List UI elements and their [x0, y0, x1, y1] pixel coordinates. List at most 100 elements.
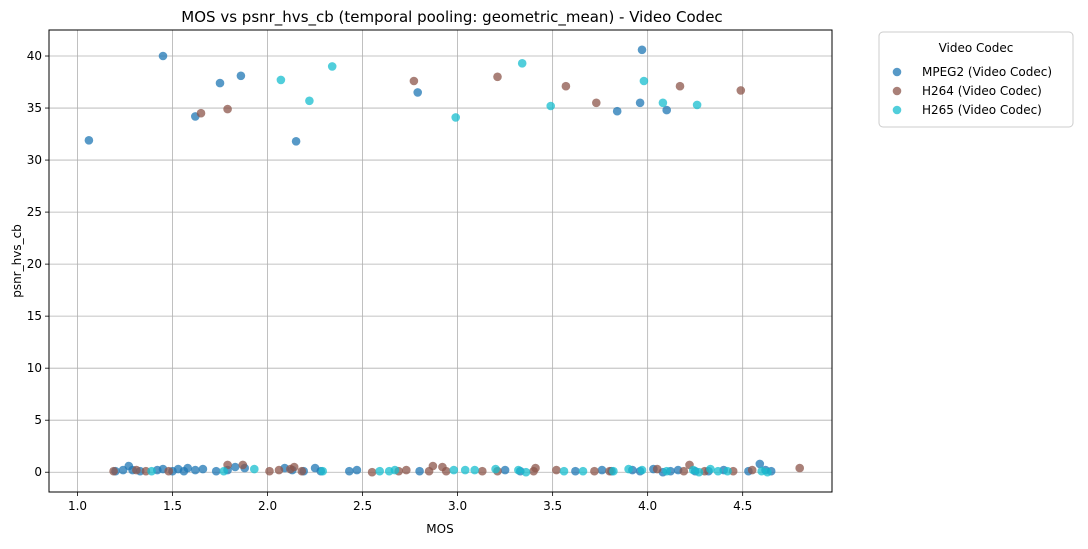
data-point: [413, 88, 423, 97]
data-point: [694, 467, 704, 477]
data-point: [590, 466, 599, 476]
data-point: [747, 465, 757, 475]
x-tick-label: 4.5: [733, 499, 752, 513]
data-point: [460, 465, 470, 475]
legend-marker: [892, 67, 902, 77]
data-point: [624, 464, 633, 474]
data-point: [679, 466, 689, 476]
data-point: [723, 466, 732, 476]
legend-marker: [892, 105, 902, 115]
data-point: [755, 459, 765, 469]
data-point: [470, 465, 480, 475]
data-point: [352, 465, 362, 475]
series-2-points: [147, 59, 772, 477]
data-point: [274, 465, 284, 475]
data-point: [223, 104, 232, 114]
data-point: [230, 462, 240, 472]
data-point: [637, 45, 647, 55]
data-point: [478, 466, 487, 476]
y-tick-label: 20: [27, 257, 42, 271]
data-point: [552, 465, 561, 475]
chart-title: MOS vs psnr_hvs_cb (temporal pooling: ge…: [181, 8, 722, 27]
legend-box: [878, 31, 1074, 128]
data-point: [662, 466, 671, 476]
data-point: [276, 75, 286, 85]
data-point: [521, 467, 531, 477]
data-point: [493, 72, 502, 82]
data-point: [238, 460, 248, 470]
data-point: [265, 466, 274, 476]
x-tick-label: 2.0: [258, 499, 277, 513]
legend-entry-label: H264 (Video Codec): [922, 84, 1042, 98]
data-point: [367, 467, 377, 477]
x-tick-label: 3.5: [543, 499, 562, 513]
plot-area: [48, 29, 833, 493]
x-tick-label: 3.0: [448, 499, 467, 513]
y-tick-label: 40: [27, 49, 42, 63]
data-point: [305, 96, 314, 106]
data-point: [491, 464, 500, 474]
data-point: [84, 136, 94, 145]
x-axis-label: MOS: [426, 522, 453, 536]
data-point: [198, 464, 208, 474]
y-tick-label: 5: [34, 413, 42, 427]
legend-items: MPEG2 (Video Codec) H264 (Video Codec) H26…: [892, 65, 1052, 117]
data-point: [612, 106, 622, 116]
x-tick-label: 1.0: [68, 499, 87, 513]
y-tick-label: 35: [27, 101, 42, 115]
legend-marker: [892, 86, 902, 96]
data-point: [561, 81, 571, 91]
data-point: [196, 108, 206, 118]
data-point: [345, 466, 354, 476]
data-point: [736, 86, 746, 95]
data-point: [637, 465, 647, 475]
y-tick-label: 10: [27, 361, 42, 375]
y-tick-label: 30: [27, 153, 42, 167]
legend-title: Video Codec: [939, 41, 1014, 55]
data-point: [592, 98, 601, 108]
data-point: [291, 137, 301, 146]
data-point: [441, 466, 451, 476]
x-tick-label: 1.5: [163, 499, 182, 513]
data-point: [250, 464, 259, 474]
data-point: [109, 466, 118, 476]
data-point: [415, 466, 424, 476]
data-point: [236, 71, 246, 81]
data-point: [318, 466, 328, 476]
data-point: [658, 98, 668, 108]
data-point: [597, 465, 607, 475]
data-point: [428, 461, 438, 471]
data-point: [763, 467, 772, 477]
data-point: [652, 464, 662, 474]
legend-entry-label: H265 (Video Codec): [922, 103, 1042, 117]
plot-background: [49, 30, 832, 492]
y-tick-label: 25: [27, 205, 42, 219]
data-point: [500, 465, 510, 475]
data-point: [662, 105, 671, 115]
data-point: [409, 76, 419, 86]
data-point: [158, 51, 168, 61]
data-point: [639, 76, 649, 86]
data-point: [211, 466, 221, 476]
plot-frame: [48, 29, 833, 493]
legend: Video Codec MPEG2 (Video Codec) H264 (Vid…: [878, 31, 1074, 128]
data-point: [692, 100, 702, 110]
data-point: [147, 466, 156, 476]
data-point: [451, 113, 461, 122]
data-points: [84, 45, 804, 477]
data-point: [289, 462, 299, 472]
data-point: [375, 466, 385, 476]
data-point: [514, 465, 523, 475]
data-point: [215, 78, 225, 88]
data-point: [164, 466, 173, 476]
data-point: [449, 465, 459, 475]
data-point: [517, 59, 527, 68]
data-point: [675, 81, 685, 91]
x-axis: 1.0 1.5 2.0 2.5 3.0 3.5 4.0 4.5: [68, 492, 752, 513]
legend-entry-label: MPEG2 (Video Codec): [922, 65, 1052, 79]
data-point: [578, 466, 588, 476]
data-point: [635, 98, 645, 108]
y-axis-label: psnr_hvs_cb: [10, 224, 24, 298]
y-tick-label: 0: [34, 465, 42, 479]
